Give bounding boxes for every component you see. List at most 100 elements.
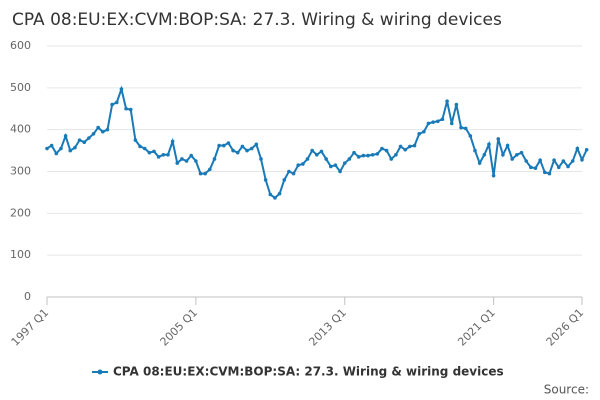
- point: [110, 102, 114, 107]
- point: [273, 196, 277, 200]
- point: [263, 178, 268, 182]
- point: [454, 102, 459, 107]
- point: [156, 155, 161, 159]
- point: [361, 153, 366, 158]
- point: [324, 157, 328, 161]
- point: [208, 167, 212, 172]
- point: [119, 87, 124, 91]
- point: [217, 143, 221, 148]
- point: [166, 152, 170, 157]
- point: [310, 148, 314, 153]
- point: [175, 161, 180, 165]
- point: [389, 157, 394, 161]
- point: [147, 150, 152, 155]
- point: [422, 129, 426, 134]
- point: [347, 157, 352, 161]
- x-tick-label: 2005 Q1: [158, 306, 201, 349]
- point: [49, 143, 54, 148]
- y-tick-label: 500: [10, 81, 31, 94]
- point: [254, 142, 259, 147]
- point: [342, 161, 347, 165]
- point: [356, 155, 361, 159]
- x-tick-label: 2026 Q1: [544, 306, 587, 349]
- point: [189, 153, 194, 158]
- point: [440, 117, 445, 122]
- point: [198, 171, 203, 176]
- point: [473, 148, 477, 153]
- point: [101, 129, 105, 134]
- point: [566, 164, 570, 169]
- point: [449, 121, 454, 126]
- y-tick-label: 200: [10, 206, 31, 219]
- point: [556, 165, 561, 170]
- point: [296, 163, 301, 168]
- point: [552, 158, 556, 163]
- point: [287, 169, 291, 174]
- y-tick-label: 600: [10, 39, 31, 52]
- point: [82, 140, 87, 145]
- point: [515, 152, 519, 157]
- point: [105, 127, 110, 132]
- point: [221, 143, 226, 148]
- point: [282, 178, 287, 182]
- point: [45, 146, 49, 151]
- point: [375, 152, 380, 156]
- point: [124, 106, 128, 111]
- point: [496, 137, 501, 141]
- point: [249, 146, 254, 151]
- point: [398, 144, 403, 149]
- point: [431, 120, 435, 124]
- y-tick-label: 0: [24, 290, 31, 303]
- point: [510, 157, 515, 161]
- point: [366, 153, 370, 158]
- point: [328, 164, 333, 169]
- point: [380, 146, 384, 151]
- point: [138, 144, 142, 149]
- y-tick-label: 100: [10, 248, 31, 261]
- point: [152, 149, 156, 154]
- point: [212, 157, 217, 161]
- point: [426, 121, 431, 126]
- point: [305, 157, 310, 161]
- point: [333, 163, 338, 168]
- point: [459, 125, 463, 130]
- point: [235, 150, 240, 155]
- x-tick-label: 1997 Q1: [9, 306, 52, 349]
- point: [445, 99, 449, 104]
- point: [468, 134, 473, 138]
- point: [194, 159, 198, 163]
- point: [482, 152, 487, 157]
- point: [68, 148, 73, 153]
- point: [245, 148, 249, 153]
- legend-marker: [97, 369, 103, 375]
- point: [133, 138, 138, 142]
- source: Source:: [544, 383, 589, 397]
- point: [580, 157, 584, 162]
- point: [529, 165, 533, 170]
- point: [319, 149, 324, 154]
- point: [77, 138, 82, 142]
- point: [538, 158, 542, 163]
- point: [128, 107, 133, 112]
- point: [170, 139, 175, 144]
- legend-label: CPA 08:EU:EX:CVM:BOP:SA: 27.3. Wiring & …: [113, 365, 504, 379]
- point: [315, 152, 319, 157]
- point: [54, 151, 59, 156]
- point: [435, 119, 440, 124]
- chart-title: CPA 08:EU:EX:CVM:BOP:SA: 27.3. Wiring & …: [12, 10, 502, 30]
- point: [291, 171, 296, 176]
- y-tick-label: 300: [10, 165, 31, 178]
- point: [226, 141, 231, 145]
- point: [259, 157, 263, 161]
- point: [417, 132, 421, 136]
- point: [584, 147, 589, 152]
- point: [575, 146, 580, 151]
- point: [487, 142, 491, 147]
- point: [524, 159, 528, 163]
- point: [408, 144, 412, 149]
- point: [463, 126, 468, 131]
- point: [59, 146, 63, 151]
- point: [477, 161, 482, 165]
- point: [268, 192, 273, 197]
